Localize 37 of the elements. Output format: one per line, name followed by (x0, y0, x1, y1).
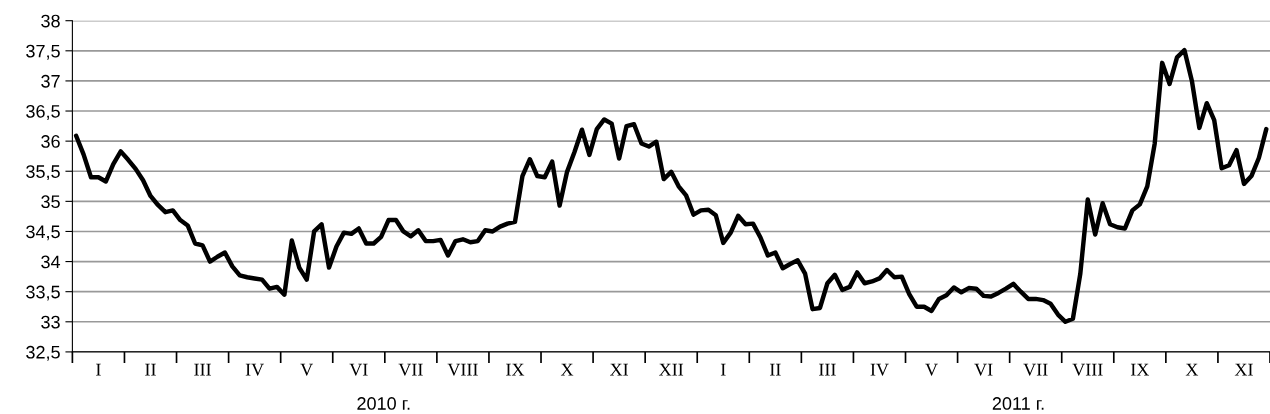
y-tick-label: 35,5 (26, 165, 60, 181)
x-tick-label: VI (349, 363, 368, 376)
y-tick-label: 32,5 (26, 345, 60, 361)
y-tick-label: 37,5 (26, 44, 60, 60)
x-tick-label: III (819, 363, 836, 376)
x-tick-label: IV (870, 363, 889, 376)
x-tick-label: III (194, 363, 211, 376)
x-tick-label: IX (1130, 363, 1150, 376)
x-tick-label: VIII (447, 363, 478, 376)
y-tick-label: 33,5 (26, 285, 60, 301)
x-tick-label: VIII (1072, 363, 1103, 376)
x-tick-label: XII (659, 363, 684, 376)
x-tick-label: VII (398, 363, 423, 376)
x-tick-label: VII (1023, 363, 1048, 376)
x-tick-label: II (145, 363, 156, 376)
x-tick-label: I (96, 363, 101, 376)
y-tick-label: 35 (41, 195, 60, 209)
x-tick-label: IV (245, 363, 264, 376)
x-tick-label: IX (506, 363, 525, 376)
x-tick-label: I (720, 363, 726, 376)
y-tick-label: 34 (41, 255, 61, 269)
text: 2011 г. (992, 397, 1044, 410)
y-tick-label: 33 (41, 315, 60, 329)
x-tick-label: V (300, 363, 314, 376)
y-tick-label: 38 (41, 14, 60, 28)
y-tick-label: 34,5 (26, 225, 60, 241)
x-tick-label: V (925, 363, 938, 376)
y-tick-label: 36,5 (26, 104, 60, 120)
x-tick-label: X (1185, 363, 1199, 376)
x-tick-label: II (769, 363, 781, 376)
x-tick-label: X (560, 363, 574, 376)
x-tick-label: VI (974, 363, 993, 376)
y-tick-label: 36 (41, 135, 60, 148)
text: 2010 г. (357, 397, 410, 410)
y-tick-label: 37 (41, 74, 60, 88)
x-tick-label: XI (1234, 363, 1253, 376)
x-tick-label: XI (610, 363, 629, 376)
